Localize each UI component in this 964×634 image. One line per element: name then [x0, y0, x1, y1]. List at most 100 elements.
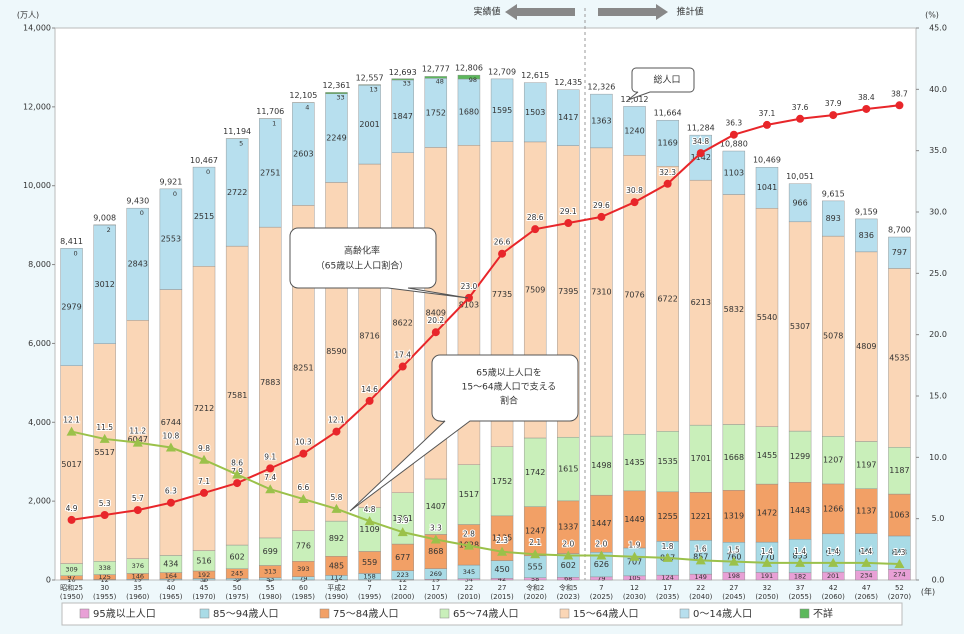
- data-label: 2001: [359, 120, 379, 129]
- arrow-right: [598, 4, 668, 20]
- data-label: 1615: [558, 465, 578, 474]
- data-label: 149: [695, 573, 707, 581]
- x-tick-label: 35: [133, 584, 142, 592]
- x-tick-label: (1970): [192, 593, 216, 601]
- data-label: 5307: [790, 322, 810, 331]
- data-label: 5832: [724, 305, 744, 314]
- line-marker: [829, 111, 838, 120]
- bar-segment: [391, 78, 414, 81]
- data-label: 2515: [194, 212, 214, 221]
- x-tick-label: (2045): [722, 593, 746, 601]
- data-label: 12: [399, 576, 407, 584]
- line-label: 2.3: [496, 536, 508, 545]
- arrow-left: [505, 4, 575, 20]
- line-marker: [463, 540, 474, 550]
- data-label: 125: [98, 573, 110, 581]
- line-marker: [530, 549, 541, 559]
- line-label: 14.6: [361, 385, 378, 394]
- y2-tick-label: 20.0: [929, 330, 947, 339]
- y2-tick-label: 30.0: [929, 208, 947, 217]
- line-label: 5.7: [132, 494, 144, 503]
- plot-area: [54, 27, 917, 581]
- data-label: 1337: [558, 523, 578, 532]
- x-tick-label: 52: [895, 584, 904, 592]
- line-label: 12.1: [328, 416, 345, 425]
- data-label: 677: [395, 553, 410, 562]
- x-tick-label: (1985): [292, 593, 316, 601]
- x-tick-label: 30: [100, 584, 109, 592]
- data-label: 1103: [724, 168, 744, 177]
- x-tick-label: (2000): [391, 593, 415, 601]
- line-label: 9.1: [264, 452, 276, 461]
- line-marker: [762, 120, 771, 129]
- line-label: 17.4: [394, 351, 411, 360]
- line-label: 5.8: [331, 493, 343, 502]
- line-marker: [695, 555, 706, 565]
- data-label: 776: [296, 541, 311, 550]
- line-marker: [795, 557, 806, 567]
- x-tick-label: (1995): [358, 593, 382, 601]
- data-label: 1447: [591, 519, 611, 528]
- total-label: 12,105: [289, 91, 317, 100]
- data-label: 1417: [558, 113, 578, 122]
- line-marker: [233, 479, 242, 488]
- x-tick-label: 12: [630, 584, 639, 592]
- total-label: 8,700: [888, 225, 911, 234]
- data-label: 7581: [227, 391, 247, 400]
- line-label: 36.3: [726, 119, 743, 128]
- line-marker: [630, 198, 639, 207]
- data-label: 2843: [128, 260, 148, 269]
- x-tick-label: (2005): [424, 593, 448, 601]
- data-label: 843: [892, 548, 907, 557]
- callout-box: [349, 354, 579, 512]
- data-label: 234: [860, 571, 872, 579]
- bar-segment: [689, 134, 712, 181]
- bar-segment: [755, 167, 779, 209]
- bar-segment: [822, 200, 845, 237]
- x-tick-label: (1950): [60, 593, 84, 601]
- data-label: 1197: [856, 461, 876, 470]
- data-label: 1443: [790, 506, 810, 515]
- data-label: 39: [233, 575, 241, 583]
- x-tick-label: (2025): [590, 593, 614, 601]
- data-label: 450: [494, 565, 509, 574]
- data-label: 376: [132, 562, 144, 570]
- data-label: 58: [531, 575, 539, 583]
- total-label: 12,435: [554, 78, 582, 87]
- legend-swatch: [559, 608, 570, 619]
- legend-swatch: [799, 608, 810, 619]
- x-tick-label: 17: [431, 584, 440, 592]
- line-marker: [232, 469, 243, 479]
- x-tick-label: (2035): [656, 593, 680, 601]
- data-label: 42: [498, 575, 506, 583]
- legend-swatch: [79, 608, 90, 619]
- total-label: 12,557: [356, 73, 384, 82]
- data-label: 7509: [525, 285, 545, 294]
- data-label: 8103: [459, 300, 479, 309]
- x-tick-label: 50: [233, 584, 242, 592]
- y-tick-label: 2,000: [28, 497, 51, 506]
- x-tick-label: 47: [862, 584, 871, 592]
- data-label: 707: [627, 557, 642, 566]
- line-marker: [331, 503, 342, 513]
- line-marker: [894, 559, 905, 569]
- total-label: 9,921: [159, 177, 182, 186]
- data-label: 269: [430, 570, 442, 578]
- line-marker: [397, 527, 408, 537]
- data-label: 1247: [525, 527, 545, 536]
- data-label: 1680: [459, 108, 479, 117]
- data-label: 1742: [525, 468, 545, 477]
- line-label: 1.4: [761, 547, 773, 556]
- x-tick-label: 12: [398, 584, 407, 592]
- callout-text: （65歳以上人口割合）: [316, 260, 408, 272]
- total-label: 11,664: [654, 109, 682, 118]
- line-label: 30.8: [626, 186, 643, 195]
- data-label: 8251: [293, 364, 313, 373]
- data-label: 274: [893, 571, 905, 579]
- y2-tick-label: 5.0: [932, 514, 945, 523]
- line-label: 1.5: [728, 546, 740, 555]
- line-marker: [728, 556, 739, 566]
- line-marker: [663, 179, 672, 188]
- data-label: 7395: [558, 287, 578, 296]
- x-tick-label: 17: [663, 584, 672, 592]
